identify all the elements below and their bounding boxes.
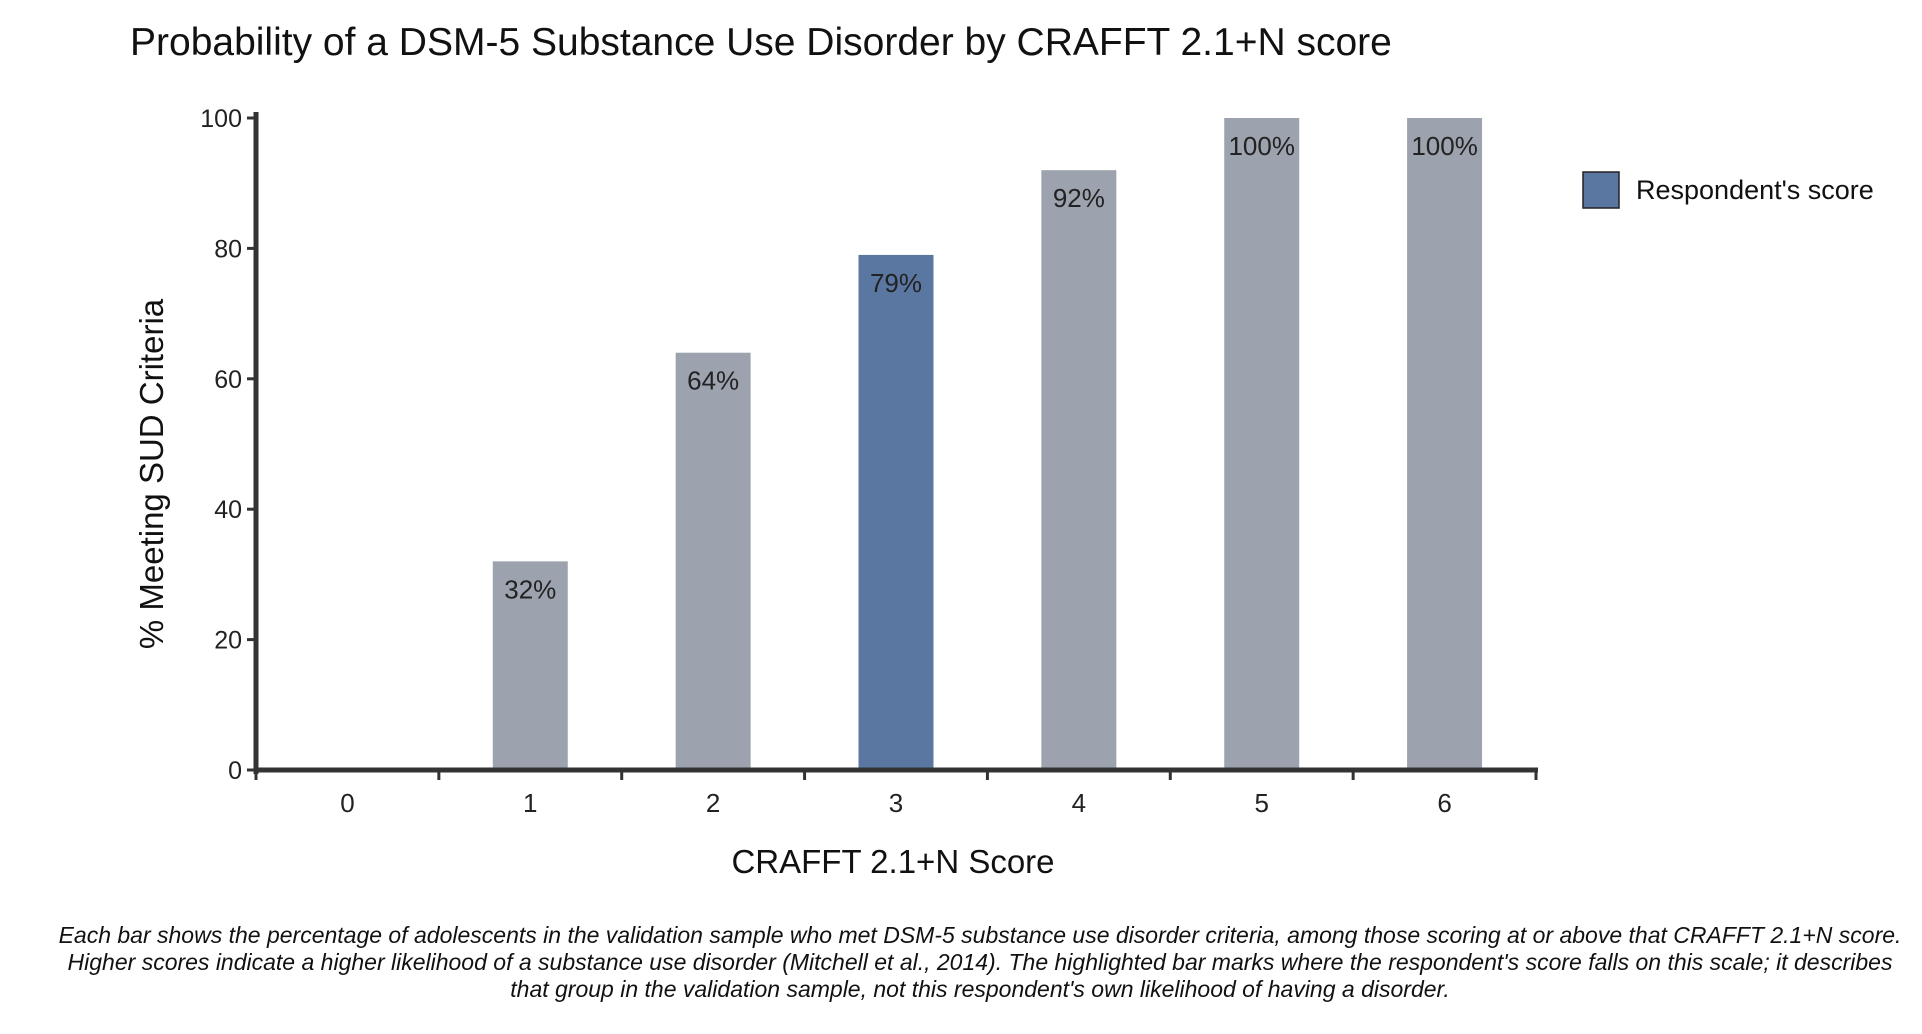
bar-score-4 (1041, 170, 1117, 770)
bar-value-label-6: 100% (1411, 131, 1478, 161)
x-tick-label-6: 6 (1437, 788, 1451, 818)
bar-value-label-5: 100% (1228, 131, 1295, 161)
legend-label: Respondent's score (1636, 175, 1874, 205)
y-tick-label-100: 100 (200, 105, 242, 133)
legend: Respondent's score (1582, 171, 1874, 209)
x-tick-label-1: 1 (523, 788, 537, 818)
axes-layer: 0 20 40 60 80 100 0 1 2 3 4 5 6 (200, 105, 1538, 818)
x-tick-label-0: 0 (340, 788, 354, 818)
bar-value-label-1: 32% (504, 574, 556, 604)
chart-title: Probability of a DSM-5 Substance Use Dis… (130, 21, 1392, 64)
x-tick-label-5: 5 (1254, 788, 1268, 818)
chart-caption: Each bar shows the percentage of adolesc… (58, 922, 1902, 1002)
y-tick-label-80: 80 (214, 235, 242, 263)
bar-value-label-4: 92% (1053, 183, 1105, 213)
bar-score-3 (858, 254, 934, 771)
y-tick-label-0: 0 (228, 757, 242, 785)
x-tick-label-4: 4 (1072, 788, 1086, 818)
bar-score-2 (675, 352, 751, 770)
bar-value-label-2: 64% (687, 366, 739, 396)
legend-swatch (1582, 171, 1620, 209)
x-tick-label-3: 3 (889, 788, 903, 818)
y-tick-label-40: 40 (214, 496, 242, 524)
bars-layer: 32% 64% 79% 92% 100% 100% (492, 118, 1483, 771)
bar-score-6 (1407, 118, 1483, 770)
bar-score-5 (1224, 118, 1300, 770)
x-tick-label-2: 2 (706, 788, 720, 818)
bar-value-label-3: 79% (870, 268, 922, 298)
x-axis-label: CRAFFT 2.1+N Score (731, 843, 1054, 880)
bar-score-1 (492, 561, 568, 770)
y-tick-label-60: 60 (214, 366, 242, 394)
y-axis-label: % Meeting SUD Criteria (133, 298, 170, 649)
y-tick-label-20: 20 (214, 627, 242, 655)
